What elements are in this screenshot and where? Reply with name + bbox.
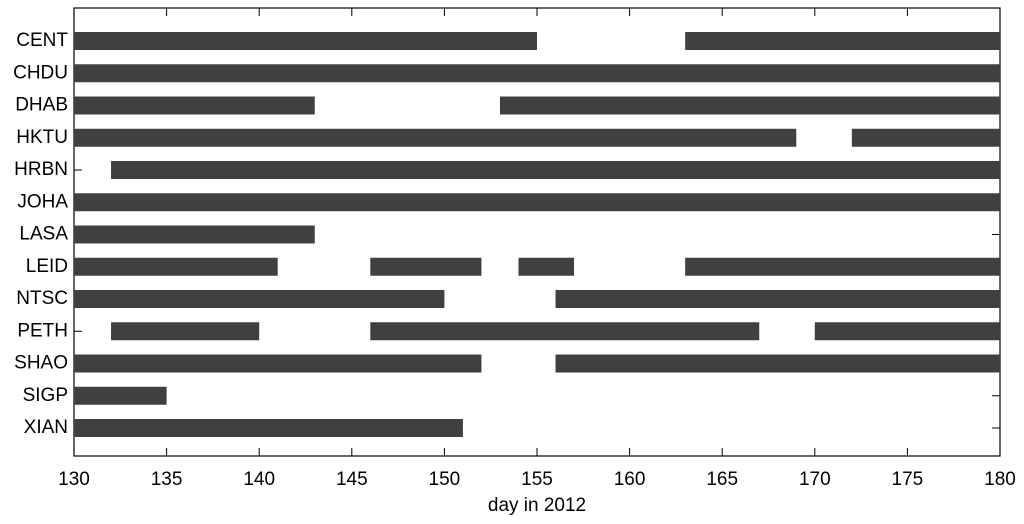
- availability-bar: [370, 322, 760, 341]
- availability-bar: [555, 354, 1000, 373]
- x-tick-label: 155: [521, 469, 553, 490]
- availability-bar: [555, 290, 1000, 308]
- y-tick-label: DHAB: [15, 95, 68, 116]
- availability-bar: [74, 225, 315, 244]
- x-tick-label: 160: [614, 469, 646, 490]
- availability-bar: [74, 354, 482, 373]
- availability-bar: [111, 161, 1001, 179]
- y-tick-label: CENT: [16, 30, 68, 51]
- x-tick-label: 135: [151, 469, 183, 490]
- x-axis-label: day in 2012: [488, 495, 586, 516]
- y-tick-label: HRBN: [14, 159, 68, 180]
- availability-bar: [814, 322, 1000, 341]
- x-tick-label: 180: [984, 469, 1016, 490]
- availability-bar: [74, 257, 278, 276]
- availability-bar: [74, 128, 797, 147]
- y-tick-label: LASA: [19, 224, 68, 245]
- availability-bar: [685, 32, 1000, 50]
- y-tick-label: HKTU: [16, 127, 68, 148]
- y-tick-label: JOHA: [17, 191, 68, 212]
- availability-bar: [74, 419, 463, 437]
- availability-bar: [74, 193, 1000, 212]
- availability-bar: [74, 32, 537, 50]
- availability-bar: [685, 257, 1000, 276]
- availability-bar: [74, 290, 445, 308]
- availability-bar: [74, 386, 167, 405]
- availability-bar: [111, 322, 260, 341]
- availability-bar: [518, 257, 575, 276]
- availability-bar: [851, 128, 1000, 147]
- y-tick-label: CHDU: [13, 62, 68, 83]
- availability-bar: [74, 64, 1000, 83]
- x-tick-label: 140: [243, 469, 275, 490]
- y-tick-label: SIGP: [23, 385, 68, 406]
- y-tick-label: LEID: [26, 256, 68, 277]
- x-tick-label: 130: [58, 469, 90, 490]
- x-tick-label: 150: [429, 469, 461, 490]
- x-tick-label: 165: [706, 469, 738, 490]
- y-tick-label: XIAN: [24, 417, 68, 438]
- availability-bar: [499, 96, 1000, 115]
- x-tick-label: 145: [336, 469, 368, 490]
- x-tick-label: 170: [799, 469, 831, 490]
- y-tick-label: SHAO: [14, 353, 68, 374]
- x-tick-label: 175: [892, 469, 924, 490]
- y-tick-label: PETH: [17, 320, 68, 341]
- availability-bar: [74, 96, 315, 115]
- y-tick-label: NTSC: [16, 288, 68, 309]
- availability-bar: [370, 257, 482, 276]
